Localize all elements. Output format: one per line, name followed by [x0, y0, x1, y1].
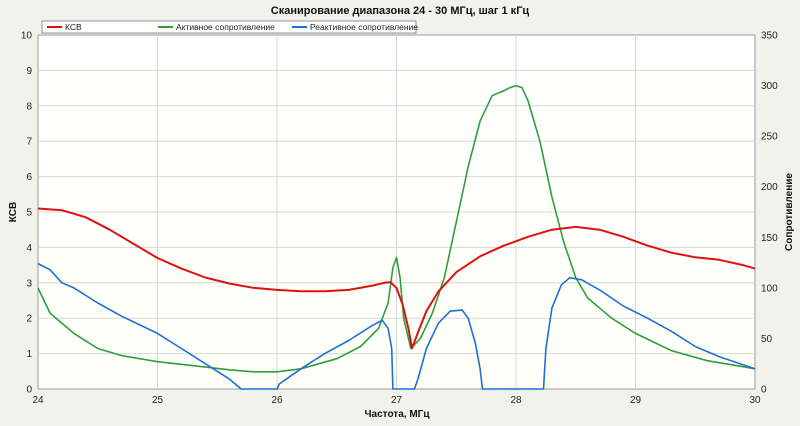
y-left-tick-label: 0 [26, 385, 32, 396]
y-left-tick-label: 7 [26, 137, 32, 148]
legend-box [41, 20, 417, 34]
y-right-tick-label: 100 [761, 283, 778, 294]
y-left-tick-label: 1 [26, 349, 32, 360]
y-axis-title-right: Сопротивление [784, 173, 795, 251]
series-line-reactive-resistance [37, 262, 756, 390]
x-tick-label: 28 [510, 395, 522, 406]
y-left-tick-label: 10 [21, 31, 33, 42]
y-right-tick-label: 0 [761, 385, 767, 396]
legend: КСВ Активное сопротивление Реактивное со… [41, 20, 418, 34]
x-tick-label: 24 [32, 395, 44, 406]
y-left-tick-label: 3 [26, 278, 32, 289]
series-line-active-resistance [37, 84, 756, 373]
legend-label-active: Активное сопротивление [176, 22, 275, 32]
y-axis-title-left: КСВ [8, 202, 19, 222]
x-tick-label: 25 [152, 395, 164, 406]
y-right-tick-label: 300 [761, 81, 778, 92]
x-tick-label: 26 [271, 395, 283, 406]
x-tick-label: 29 [630, 395, 642, 406]
y-left-tick-label: 8 [26, 101, 32, 112]
y-left-tick-label: 2 [26, 314, 32, 325]
y-left-tick-label: 5 [26, 208, 32, 219]
chart-title: Сканирование диапазона 24 - 30 МГц, шаг … [271, 5, 530, 17]
y-left-tick-label: 6 [26, 172, 32, 183]
y-left-tick-label: 4 [26, 243, 32, 254]
x-tick-label: 27 [391, 395, 403, 406]
grid [38, 35, 755, 389]
legend-label-reactive: Реактивное сопротивление [310, 22, 418, 32]
ticks-layer: 24 25 26 27 28 29 3001234567891005010015020025… [21, 31, 778, 407]
x-tick-label: 30 [749, 395, 761, 406]
y-right-tick-label: 250 [761, 132, 778, 143]
series-line-ksv [37, 207, 756, 350]
legend-label-ksv: КСВ [65, 22, 82, 32]
y-right-tick-label: 200 [761, 182, 778, 193]
y-right-tick-label: 150 [761, 233, 778, 244]
x-axis-title: Частота, МГц [365, 409, 431, 420]
y-right-tick-label: 50 [761, 334, 773, 345]
y-right-tick-label: 350 [761, 31, 778, 42]
y-left-tick-label: 9 [26, 66, 32, 77]
series-layer [37, 84, 756, 390]
